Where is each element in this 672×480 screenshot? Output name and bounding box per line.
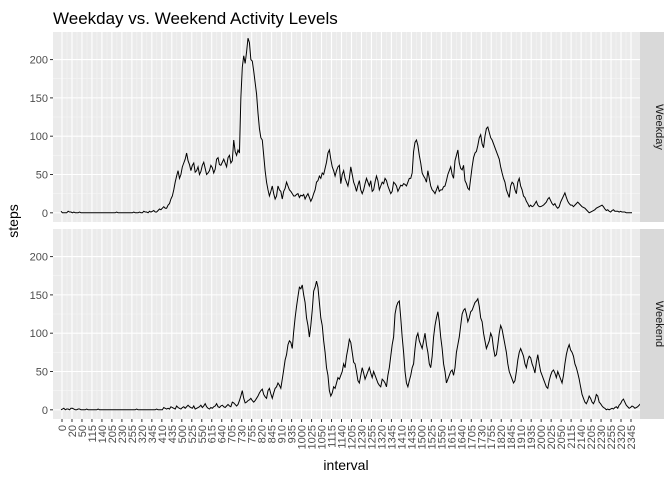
y-tick-label: 0: [42, 208, 48, 220]
x-tick-label: 1255: [366, 425, 378, 449]
x-tick-label: 2050: [556, 425, 568, 449]
facet-strip: [640, 229, 664, 419]
x-tick-label: 845: [267, 425, 279, 443]
x-tick-label: 2320: [616, 425, 628, 449]
x-tick-label: 1525: [426, 425, 438, 449]
x-tick-label: 1050: [317, 425, 329, 449]
x-tick-label: 1410: [396, 425, 408, 449]
y-tick-label: 0: [42, 405, 48, 417]
x-tick-label: 1550: [436, 425, 448, 449]
x-tick-label: 820: [257, 425, 269, 443]
x-tick-label: 115: [87, 425, 99, 443]
x-tick-label: 1730: [476, 425, 488, 449]
x-tick-label: 2115: [566, 425, 578, 449]
x-tick-label: 2230: [596, 425, 608, 449]
x-axis: 0205011514020523025532034541043550052555…: [57, 419, 638, 449]
x-tick-label: 705: [227, 425, 239, 443]
facet-label: Weekend: [653, 301, 665, 347]
x-tick-label: 500: [177, 425, 189, 443]
x-tick-label: 1935: [526, 425, 538, 449]
x-tick-label: 0: [57, 425, 69, 431]
x-tick-label: 1435: [406, 425, 418, 449]
x-tick-label: 1205: [346, 425, 358, 449]
y-tick-label: 50: [36, 170, 48, 182]
facet-panel-weekend: 0 50 100 150 200 Weekend: [30, 229, 665, 419]
x-tick-label: 1025: [307, 425, 319, 449]
x-tick-label: 320: [137, 425, 149, 443]
series-line-weekend: [60, 280, 651, 411]
facet-label: Weekday: [653, 104, 665, 150]
y-tick-label: 50: [36, 367, 48, 379]
x-tick-label: 345: [147, 425, 159, 443]
y-tick-label: 100: [30, 131, 48, 143]
x-tick-label: 1640: [456, 425, 468, 449]
x-tick-label: 2255: [606, 425, 618, 449]
x-tick-label: 1845: [506, 425, 518, 449]
x-tick-label: 1000: [297, 425, 309, 449]
x-tick-label: 255: [127, 425, 139, 443]
x-tick-label: 935: [287, 425, 299, 443]
x-tick-label: 2205: [586, 425, 598, 449]
x-tick-label: 640: [217, 425, 229, 443]
x-tick-label: 755: [247, 425, 259, 443]
x-tick-label: 1320: [376, 425, 388, 449]
x-tick-label: 435: [167, 425, 179, 443]
x-tick-label: 615: [207, 425, 219, 443]
x-tick-label: 2140: [576, 425, 588, 449]
x-tick-label: 525: [187, 425, 199, 443]
x-tick-label: 550: [197, 425, 209, 443]
x-tick-label: 2025: [546, 425, 558, 449]
x-tick-label: 730: [237, 425, 249, 443]
x-tick-label: 140: [97, 425, 109, 443]
x-tick-label: 1140: [337, 425, 349, 449]
x-tick-label: 1345: [386, 425, 398, 449]
x-tick-label: 50: [77, 425, 89, 437]
x-tick-label: 1910: [516, 425, 528, 449]
x-tick-label: 1755: [486, 425, 498, 449]
x-tick-label: 410: [157, 425, 169, 443]
x-tick-label: 20: [67, 425, 79, 437]
chart-title: Weekday vs. Weekend Activity Levels: [53, 9, 338, 28]
series-line-weekday: [60, 37, 632, 214]
y-tick-label: 200: [30, 55, 48, 67]
x-tick-label: 205: [107, 425, 119, 443]
y-tick-label: 150: [30, 93, 48, 105]
x-tick-label: 1820: [496, 425, 508, 449]
x-tick-label: 1615: [446, 425, 458, 449]
x-tick-label: 2000: [536, 425, 548, 449]
y-axis-title: steps: [5, 204, 21, 237]
facet-panel-weekday: 0 50 100 150 200 Weekday: [30, 32, 665, 222]
y-tick-label: 200: [30, 252, 48, 264]
x-tick-label: 1115: [327, 425, 339, 448]
facet-panels: 0 50 100 150 200 Weekday 0 50 100 150 200 Weekend: [30, 32, 665, 419]
x-axis-title: interval: [323, 457, 368, 473]
x-tick-label: 230: [117, 425, 129, 443]
x-tick-label: 910: [277, 425, 289, 443]
y-tick-label: 150: [30, 290, 48, 302]
facet-strip: [640, 32, 664, 222]
x-tick-label: 1500: [416, 425, 428, 449]
x-tick-label: 1705: [466, 425, 478, 449]
x-tick-label: 1230: [356, 425, 368, 449]
x-tick-label: 2345: [626, 425, 638, 449]
y-tick-label: 100: [30, 328, 48, 340]
